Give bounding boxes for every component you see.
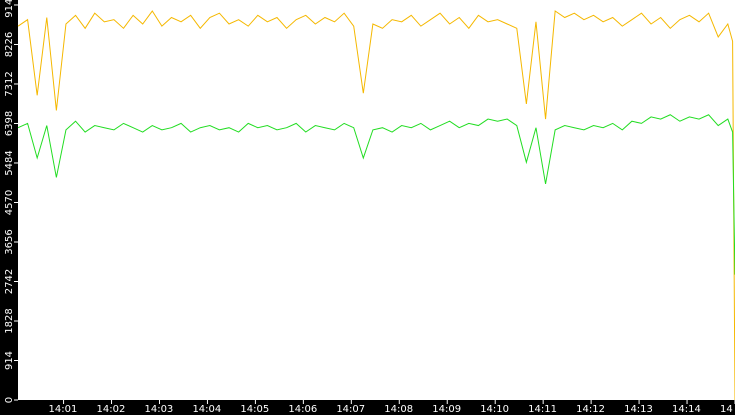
y-tick-label: 7312 bbox=[4, 71, 15, 96]
y-tick-label: 9140 bbox=[4, 0, 15, 18]
x-tick-label: 14:01 bbox=[49, 404, 78, 415]
x-tick-label: 14:07 bbox=[336, 404, 365, 415]
series-line bbox=[17, 10, 735, 401]
x-tick-label: 14:14 bbox=[672, 404, 701, 415]
y-tick-label: 4570 bbox=[4, 190, 15, 215]
x-tick-label: 14:04 bbox=[192, 404, 221, 415]
x-tick-label: 14 bbox=[720, 404, 733, 415]
x-tick-label: 14:10 bbox=[480, 404, 509, 415]
x-tick-label: 14:06 bbox=[288, 404, 317, 415]
y-tick-label: 2742 bbox=[4, 269, 15, 294]
y-tick-label: 3656 bbox=[4, 229, 15, 254]
x-tick-label: 14:11 bbox=[528, 404, 557, 415]
x-tick-label: 14:13 bbox=[624, 404, 653, 415]
y-tick-label: 6398 bbox=[4, 111, 15, 136]
series-line bbox=[17, 114, 735, 275]
x-tick-label: 14:03 bbox=[144, 404, 173, 415]
y-tick-label: 914 bbox=[4, 351, 15, 370]
y-tick-label: 5484 bbox=[4, 150, 15, 175]
x-tick-label: 14:05 bbox=[240, 404, 269, 415]
x-tick-label: 14:08 bbox=[384, 404, 413, 415]
plot-area bbox=[18, 0, 735, 400]
x-tick-label: 14:02 bbox=[97, 404, 126, 415]
x-tick-label: 14:09 bbox=[432, 404, 461, 415]
y-tick-label: 8226 bbox=[4, 32, 15, 57]
x-tick-label: 14:12 bbox=[576, 404, 605, 415]
y-tick-label: 0 bbox=[4, 397, 15, 403]
y-tick-label: 1828 bbox=[4, 308, 15, 333]
